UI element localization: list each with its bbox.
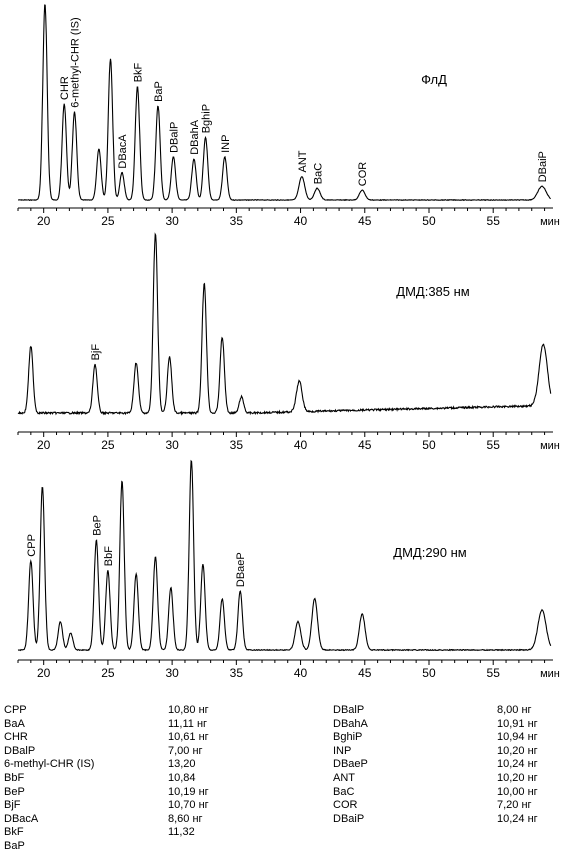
peak-label: CPP <box>26 534 38 557</box>
panel-title: ДМД:385 нм <box>396 284 470 299</box>
amount-value: 10,20 нг <box>497 744 538 757</box>
chromatogram-panel-2: 20 25 30 35 40 45 50 55 мин ДМД:385 нм BjF <box>17 232 560 452</box>
peak-label: DBahA <box>189 119 201 155</box>
amount-value: 13,20 <box>168 758 196 771</box>
amount-value: 7,20 нг <box>497 799 532 812</box>
amount-value: 10,24 нг <box>497 758 538 771</box>
amount-value: 10,80 нг <box>168 704 209 716</box>
x-tick-label: 55 <box>487 438 501 452</box>
x-unit-label: мин <box>540 440 560 452</box>
amount-name: BghiP <box>333 731 363 744</box>
x-tick-label: 25 <box>101 666 115 680</box>
peak-label: COR <box>357 162 369 187</box>
x-unit-label: мин <box>540 668 560 680</box>
amount-value: 10,84 <box>168 772 196 784</box>
panel-title: ДМД:290 нм <box>393 545 467 560</box>
peak-label: ANT <box>297 150 309 172</box>
x-tick-label: 45 <box>358 666 372 680</box>
amount-name: 6-methyl-CHR (IS) <box>4 758 95 771</box>
amount-name: DBalP <box>4 744 36 757</box>
x-tick-label: 20 <box>37 438 51 452</box>
amount-name: DBaeP <box>333 758 368 771</box>
amount-value: 10,24 нг <box>497 812 538 825</box>
amount-name: ANT <box>333 772 355 784</box>
amount-value: 8,60 нг <box>168 812 203 825</box>
amount-value: 10,70 нг <box>168 799 209 812</box>
amount-value: 10,19 нг <box>168 785 209 798</box>
amount-value: 10,91 нг <box>497 717 538 730</box>
amount-value: 10,20 нг <box>497 772 538 784</box>
trace-line <box>18 4 551 202</box>
peak-label: CHR <box>59 76 71 100</box>
peak-label: 6-methyl-CHR (IS) <box>70 17 82 107</box>
peak-label: BjF <box>90 344 102 361</box>
x-tick-label: 45 <box>358 214 372 228</box>
amount-value: 11,11 нг <box>168 717 208 730</box>
peak-label: INP <box>220 135 232 153</box>
peak-label: DBalP <box>168 122 180 153</box>
x-tick-label: 30 <box>165 214 179 228</box>
amount-name: BaA <box>4 717 25 730</box>
trace-line <box>17 459 552 652</box>
amount-value: 10,61 нг <box>168 731 209 744</box>
peak-label: BeP <box>91 515 103 536</box>
x-tick-label: 25 <box>101 214 115 228</box>
x-tick-label: 25 <box>101 438 115 452</box>
amount-name: BaC <box>333 785 355 798</box>
peak-label: DBaiP <box>537 151 549 182</box>
amount-name: DBalP <box>333 704 365 716</box>
panel-title: ФлД <box>421 72 447 87</box>
amount-name: CHR <box>4 731 28 744</box>
x-tick-label: 50 <box>422 438 436 452</box>
amount-value: 10,94 нг <box>497 731 538 744</box>
peak-label: DBacA <box>117 134 129 169</box>
x-tick-label: 45 <box>358 438 372 452</box>
amount-value: 8,00 нг <box>497 704 532 716</box>
x-tick-label: 35 <box>230 666 244 680</box>
x-tick-label: 35 <box>230 438 244 452</box>
chromatogram-panel-1: 2025303540455055минФлДBaACHR6-methyl-CHR… <box>17 4 560 228</box>
x-tick-label: 55 <box>487 666 501 680</box>
peak-label: BkF <box>132 62 144 82</box>
chromatograms: 2025303540455055минФлДBaACHR6-methyl-CHR… <box>17 4 560 680</box>
x-tick-label: 55 <box>487 214 501 228</box>
amount-name: DBahA <box>333 717 368 730</box>
x-tick-label: 35 <box>230 214 244 228</box>
x-tick-label: 50 <box>422 666 436 680</box>
x-tick-label: 30 <box>165 666 179 680</box>
amount-name: INP <box>333 744 352 757</box>
x-tick-label: 20 <box>37 666 51 680</box>
amount-name: BjF <box>4 799 21 812</box>
peak-label: BghiP <box>201 104 213 133</box>
amount-name: BkF <box>4 826 24 839</box>
x-unit-label: мин <box>540 216 560 228</box>
amount-value: 10,00 нг <box>497 785 538 798</box>
x-tick-label: 50 <box>422 214 436 228</box>
x-tick-label: 40 <box>294 666 308 680</box>
peak-label: DBaeP <box>235 552 247 587</box>
x-tick-label: 30 <box>165 438 179 452</box>
peak-label: BaC <box>312 163 324 184</box>
amount-name: BbF <box>4 772 25 784</box>
x-tick-label: 40 <box>294 214 308 228</box>
amount-name: BeP <box>4 785 25 798</box>
peak-label: BaP <box>153 81 165 102</box>
amount-value: 11,32 <box>168 826 195 839</box>
trace-line <box>17 232 552 416</box>
amount-name: CPP <box>4 704 27 716</box>
amount-name: DBaiP <box>333 812 365 825</box>
x-tick-label: 20 <box>37 214 51 228</box>
amount-value: 7,00 нг <box>168 744 203 757</box>
amount-name: DBacA <box>4 812 39 825</box>
amount-name: COR <box>333 799 358 812</box>
amount-name: BaP <box>4 840 25 852</box>
x-tick-label: 40 <box>294 438 308 452</box>
peak-label: BbF <box>103 546 115 566</box>
